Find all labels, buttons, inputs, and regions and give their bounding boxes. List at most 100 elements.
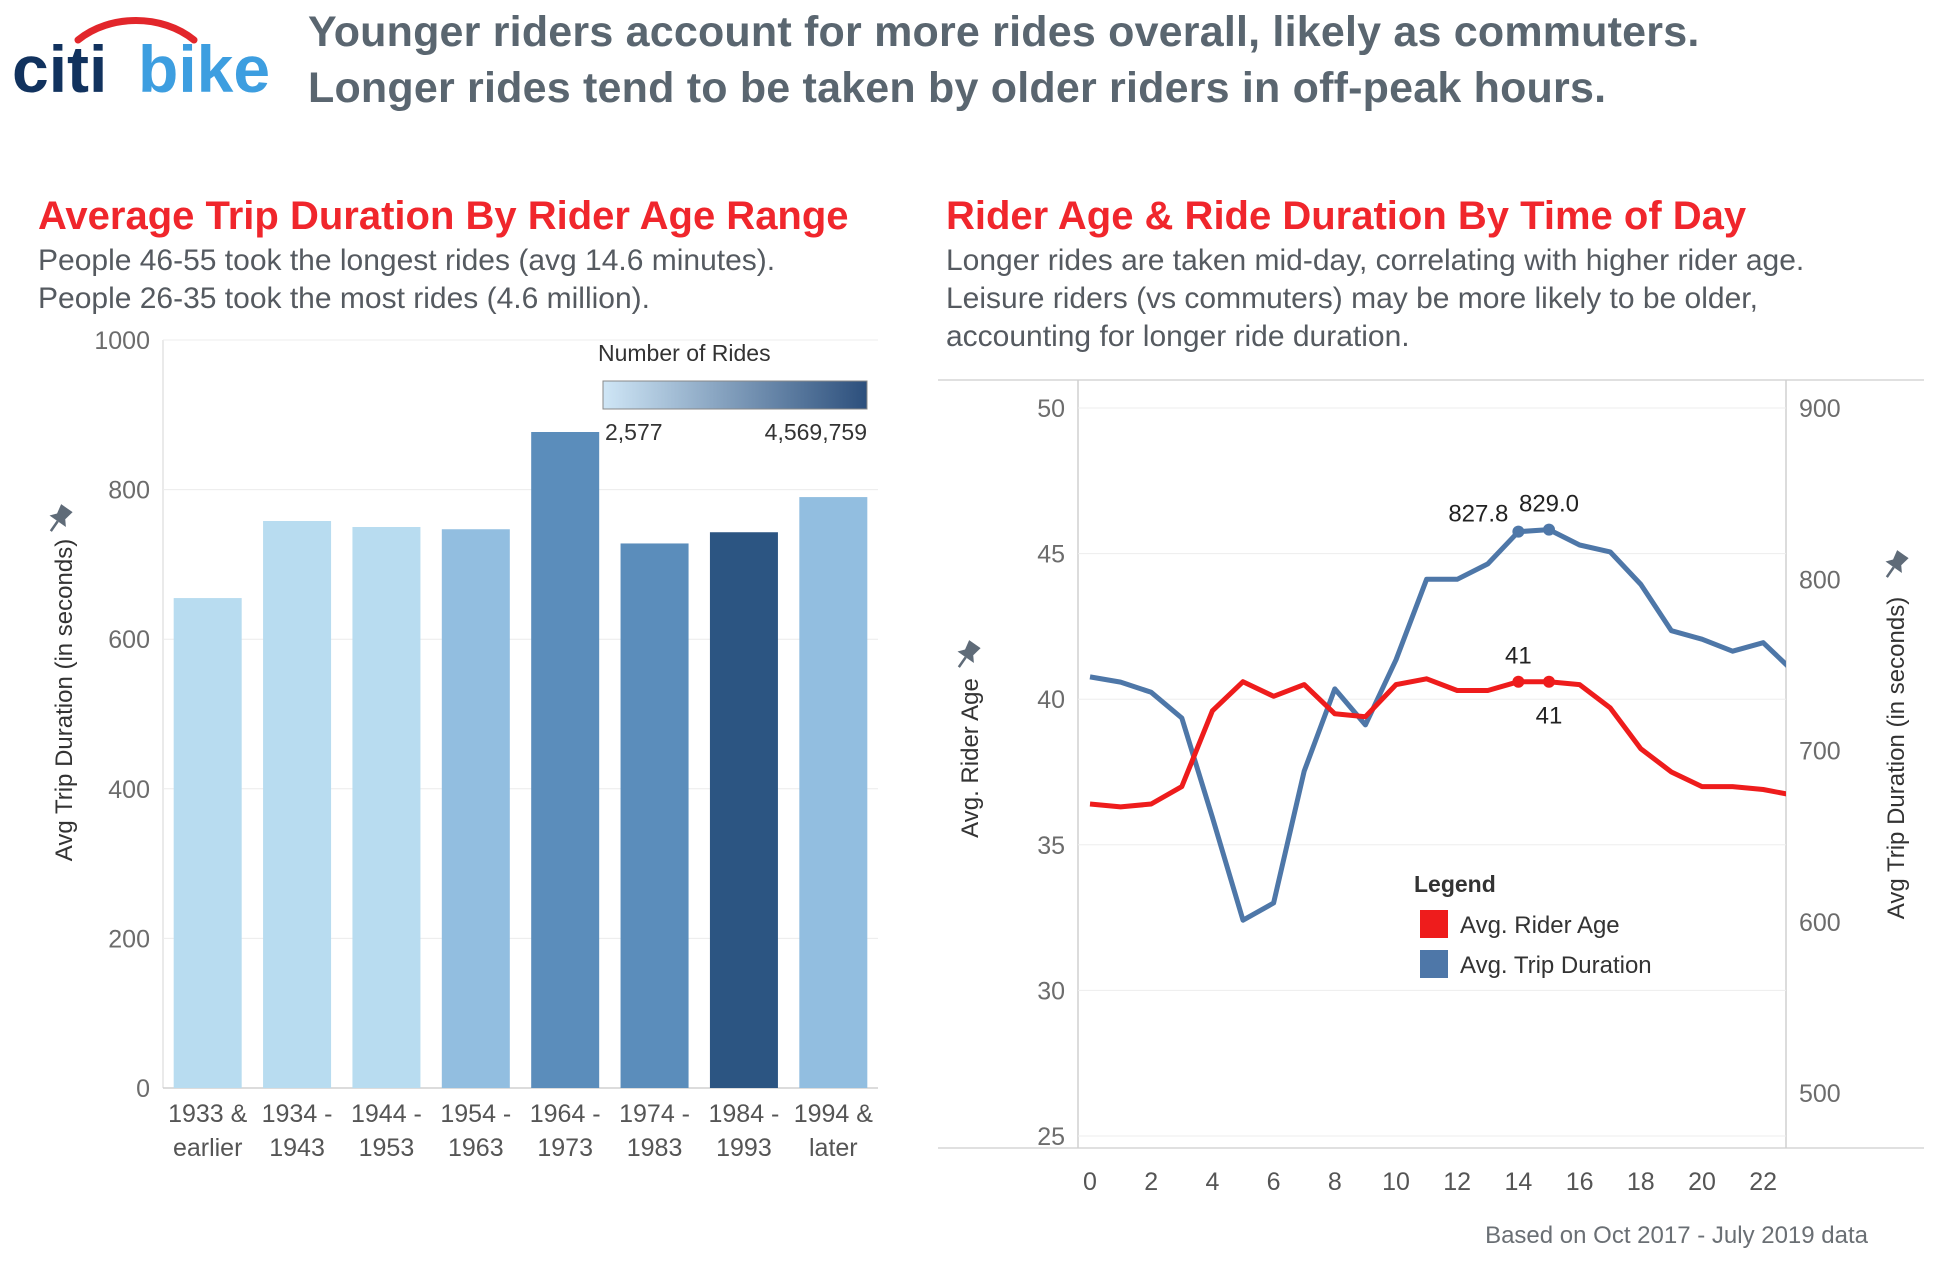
bar-x-tick-label-line2: 1943	[269, 1134, 325, 1162]
line-legend-swatch	[1420, 910, 1448, 938]
bar-legend-title: Number of Rides	[598, 340, 771, 366]
pin-needle	[49, 520, 59, 532]
series-data-label: 829.0	[1519, 491, 1579, 518]
bar-x-tick-label-line1: 1994 &	[794, 1100, 874, 1128]
line-left-tick-label: 40	[1037, 686, 1065, 714]
bar-2	[352, 527, 421, 1088]
bar-x-tick-label-line1: 1934 -	[262, 1100, 333, 1128]
svg-text:citi: citi	[12, 32, 107, 106]
line-left-tick-label: 25	[1037, 1123, 1065, 1151]
bar-legend-max-label: 4,569,759	[765, 419, 867, 445]
bar-x-tick-label-line1: 1964 -	[530, 1100, 601, 1128]
bar-legend-color-ramp	[602, 380, 868, 410]
line-legend-item-label: Avg. Trip Duration	[1460, 952, 1652, 979]
line-left-tick-label: 50	[1037, 395, 1065, 423]
bar-x-tick-label-line2: 1973	[537, 1134, 593, 1162]
bar-x-tick-label-line1: 1974 -	[619, 1100, 690, 1128]
bar-x-tick-label-line2: 1993	[716, 1134, 772, 1162]
line-x-tick-label: 14	[1504, 1168, 1532, 1196]
series-data-label: 827.8	[1448, 501, 1508, 528]
series-line-avg-trip-duration	[1089, 527, 1786, 923]
pin-needle	[957, 656, 967, 668]
bar-y-tick-label: 1000	[94, 327, 150, 355]
line-x-tick-label: 20	[1688, 1168, 1716, 1196]
bar-6	[709, 532, 778, 1088]
line-right-pin-icon	[1885, 550, 1909, 578]
bar-pin-icon	[49, 504, 73, 532]
series-point-marker	[1543, 523, 1555, 536]
line-x-tick-label: 6	[1267, 1168, 1281, 1196]
footer-note: Based on Oct 2017 - July 2019 data	[1485, 1222, 1868, 1249]
svg-text:bike: bike	[138, 32, 270, 106]
line-x-tick-label: 2	[1144, 1168, 1158, 1196]
right-chart-subtitle-2: Leisure riders (vs commuters) may be mor…	[946, 282, 1758, 315]
line-left-pin-icon	[957, 640, 981, 668]
line-left-tick-label: 45	[1037, 541, 1065, 569]
line-right-tick-label: 700	[1799, 738, 1841, 766]
right-chart-subtitle-3: accounting for longer ride duration.	[946, 320, 1410, 353]
citibike-logo: citi bike	[12, 17, 270, 106]
line-right-axis-title: Avg Trip Duration (in seconds)	[1883, 597, 1910, 919]
right-chart-subtitle-1: Longer rides are taken mid-day, correlat…	[946, 244, 1805, 277]
line-left-axis-title: Avg. Rider Age	[957, 678, 984, 838]
right-chart-title: Rider Age & Ride Duration By Time of Day	[946, 194, 1747, 238]
bar-y-axis-title: Avg Trip Duration (in seconds)	[51, 539, 78, 861]
bar-x-tick-label-line2: 1963	[448, 1134, 504, 1162]
line-legend-title: Legend	[1414, 871, 1496, 897]
bar-7	[799, 497, 868, 1089]
bar-y-tick-label: 200	[108, 925, 150, 953]
line-right-tick-label: 800	[1799, 566, 1841, 594]
left-chart-subtitle-2: People 26-35 took the most rides (4.6 mi…	[38, 282, 650, 315]
bar-x-tick-label-line2: later	[809, 1134, 858, 1162]
pin-head	[1885, 550, 1909, 574]
bar-y-tick-label: 400	[108, 776, 150, 804]
line-x-tick-label: 12	[1443, 1168, 1471, 1196]
pin-head	[957, 640, 981, 664]
headline-line-2: Longer rides tend to be taken by older r…	[308, 64, 1607, 112]
pin-head	[49, 504, 73, 528]
bar-x-tick-label-line1: 1984 -	[708, 1100, 779, 1128]
bar-3	[441, 529, 510, 1088]
line-x-tick-label: 8	[1328, 1168, 1342, 1196]
series-data-label: 41	[1536, 703, 1563, 730]
series-line-avg-rider-age	[1089, 676, 1786, 810]
headline-line-1: Younger riders account for more rides ov…	[308, 8, 1700, 56]
line-x-tick-label: 18	[1627, 1168, 1655, 1196]
left-chart-subtitle-1: People 46-55 took the longest rides (avg…	[38, 244, 776, 277]
line-right-tick-label: 600	[1799, 909, 1841, 937]
bar-4	[531, 432, 600, 1088]
line-legend-swatch	[1420, 950, 1448, 978]
bar-x-tick-label-line1: 1933 &	[168, 1100, 248, 1128]
pin-needle	[1885, 566, 1895, 578]
bar-y-tick-label: 600	[108, 626, 150, 654]
bar-1	[263, 521, 332, 1088]
bar-x-tick-label-line1: 1954 -	[440, 1100, 511, 1128]
bar-5	[620, 543, 689, 1088]
line-right-tick-label: 900	[1799, 395, 1841, 423]
left-chart-title: Average Trip Duration By Rider Age Range	[38, 194, 849, 238]
bar-x-tick-label-line2: 1983	[627, 1134, 683, 1162]
bar-x-tick-label-line2: earlier	[173, 1134, 242, 1162]
line-right-tick-label: 500	[1799, 1080, 1841, 1108]
line-x-tick-label: 22	[1749, 1168, 1777, 1196]
bar-x-tick-label-line2: 1953	[359, 1134, 415, 1162]
series-point-marker	[1512, 675, 1525, 688]
series-point-marker	[1512, 525, 1525, 538]
line-x-tick-label: 4	[1205, 1168, 1219, 1196]
line-x-tick-label: 10	[1382, 1168, 1410, 1196]
bar-y-tick-label: 800	[108, 477, 150, 505]
line-left-tick-label: 35	[1037, 832, 1065, 860]
line-legend-item-label: Avg. Rider Age	[1460, 912, 1620, 939]
line-left-tick-label: 30	[1037, 977, 1065, 1005]
headline: Younger riders account for more rides ov…	[308, 4, 1928, 116]
line-x-tick-label: 0	[1083, 1168, 1097, 1196]
series-point-marker	[1543, 675, 1555, 688]
bar-legend-min-label: 2,577	[605, 419, 663, 445]
bar-y-tick-label: 0	[136, 1075, 150, 1103]
bar-0	[173, 598, 242, 1088]
bar-x-tick-label-line1: 1944 -	[351, 1100, 422, 1128]
line-x-tick-label: 16	[1566, 1168, 1594, 1196]
series-data-label: 41	[1505, 643, 1532, 670]
